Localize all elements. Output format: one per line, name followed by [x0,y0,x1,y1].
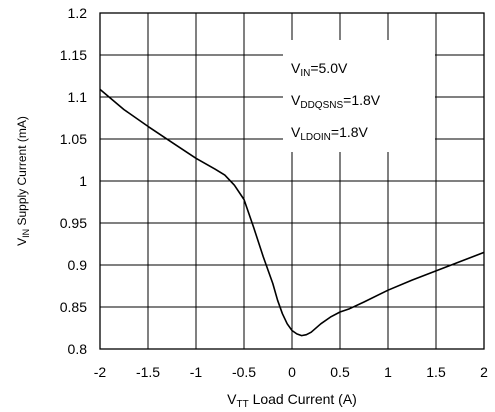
x-tick-label: 1 [384,364,392,380]
x-tick-label: -1 [190,364,203,380]
y-tick-label: 0.85 [60,299,87,315]
series-group [99,88,485,337]
y-tick-label: 0.9 [68,257,88,273]
y-axis-label: VIN Supply Current (mA) [15,116,31,246]
annotation-background [283,40,435,152]
x-tick-label: 0.5 [330,364,350,380]
annotation-text: VIN=5.0V [291,60,348,79]
x-tick-label: 1.5 [426,364,446,380]
y-tick-label: 1 [79,173,87,189]
x-tick-label: -0.5 [232,364,256,380]
y-axis-ticks: 0.8 0.85 0.9 0.95 1 1.05 1.1 1.15 1.2 [60,5,87,357]
y-tick-label: 1.05 [60,131,87,147]
annotation-text: VLDOIN=1.8V [291,124,369,143]
plot-frame [99,12,485,350]
y-tick-label: 1.2 [68,5,88,21]
series-line [99,88,485,337]
annotation-box: VIN=5.0V VDDQSNS=1.8V VLDOIN=1.8V [283,40,435,152]
x-axis-ticks: -2 -1.5 -1 -0.5 0 0.5 1 1.5 2 [94,364,488,380]
x-tick-label: -1.5 [136,364,160,380]
y-tick-label: 1.15 [60,47,87,63]
x-axis-label: VTT Load Current (A) [227,391,357,410]
y-tick-label: 0.95 [60,215,87,231]
x-tick-label: 2 [480,364,488,380]
y-tick-label: 1.1 [68,89,88,105]
x-tick-label: 0 [288,364,296,380]
y-tick-label: 0.8 [68,341,88,357]
x-tick-label: -2 [94,364,107,380]
annotation-text: VDDQSNS=1.8V [291,92,381,111]
